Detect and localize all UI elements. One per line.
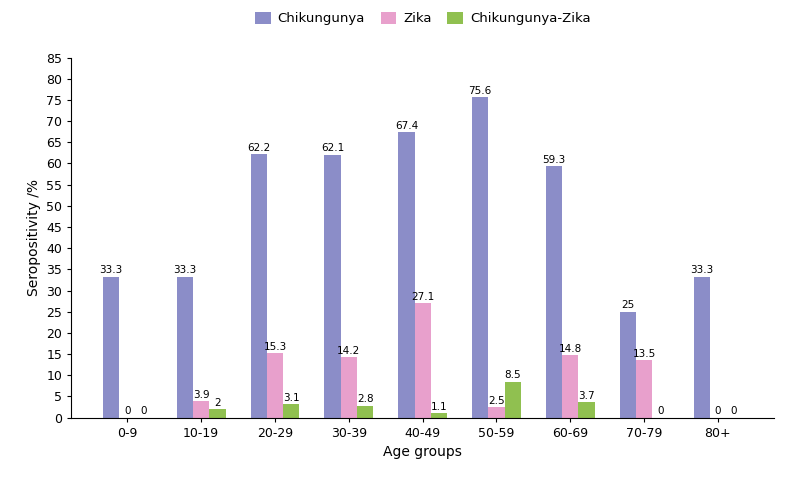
Text: 67.4: 67.4: [395, 121, 418, 131]
Text: 3.1: 3.1: [283, 393, 299, 403]
Bar: [505, 382, 521, 418]
Y-axis label: Seropositivity /%: Seropositivity /%: [27, 179, 40, 296]
Bar: [562, 355, 578, 418]
Text: 15.3: 15.3: [263, 342, 287, 351]
Bar: [193, 401, 209, 418]
Bar: [619, 312, 636, 418]
Text: 2: 2: [214, 398, 220, 408]
Bar: [177, 276, 193, 418]
Text: 14.2: 14.2: [337, 346, 360, 356]
Text: 62.1: 62.1: [321, 144, 344, 153]
Text: 33.3: 33.3: [100, 265, 122, 276]
Text: 75.6: 75.6: [468, 86, 492, 96]
Bar: [431, 413, 447, 418]
Bar: [209, 409, 226, 418]
Text: 13.5: 13.5: [633, 349, 656, 359]
Text: 59.3: 59.3: [543, 155, 566, 165]
Text: 0: 0: [141, 407, 147, 416]
Text: 0: 0: [657, 407, 664, 416]
Bar: [636, 360, 653, 418]
Bar: [103, 276, 119, 418]
Text: 0: 0: [731, 407, 737, 416]
Text: 3.9: 3.9: [193, 390, 209, 400]
Bar: [472, 97, 488, 418]
Text: 25: 25: [621, 300, 634, 311]
Bar: [340, 358, 357, 418]
Text: 3.7: 3.7: [578, 391, 595, 401]
Bar: [578, 402, 595, 418]
Text: 2.8: 2.8: [357, 395, 374, 405]
Text: 0: 0: [124, 407, 130, 416]
Bar: [267, 353, 283, 418]
Text: 0: 0: [715, 407, 721, 416]
Text: 33.3: 33.3: [173, 265, 197, 276]
Legend: Chikungunya, Zika, Chikungunya-Zika: Chikungunya, Zika, Chikungunya-Zika: [250, 7, 596, 31]
Bar: [488, 407, 505, 418]
Bar: [357, 406, 373, 418]
Text: 62.2: 62.2: [247, 143, 270, 153]
Text: 27.1: 27.1: [411, 291, 435, 301]
Bar: [415, 303, 431, 418]
Bar: [546, 167, 562, 418]
Bar: [694, 276, 709, 418]
X-axis label: Age groups: Age groups: [383, 445, 462, 459]
Text: 33.3: 33.3: [690, 265, 713, 276]
Bar: [398, 132, 415, 418]
Bar: [283, 405, 299, 418]
Text: 8.5: 8.5: [504, 371, 521, 380]
Text: 2.5: 2.5: [488, 396, 505, 406]
Text: 14.8: 14.8: [559, 344, 582, 354]
Text: 1.1: 1.1: [431, 402, 447, 412]
Bar: [250, 154, 267, 418]
Bar: [325, 155, 340, 418]
